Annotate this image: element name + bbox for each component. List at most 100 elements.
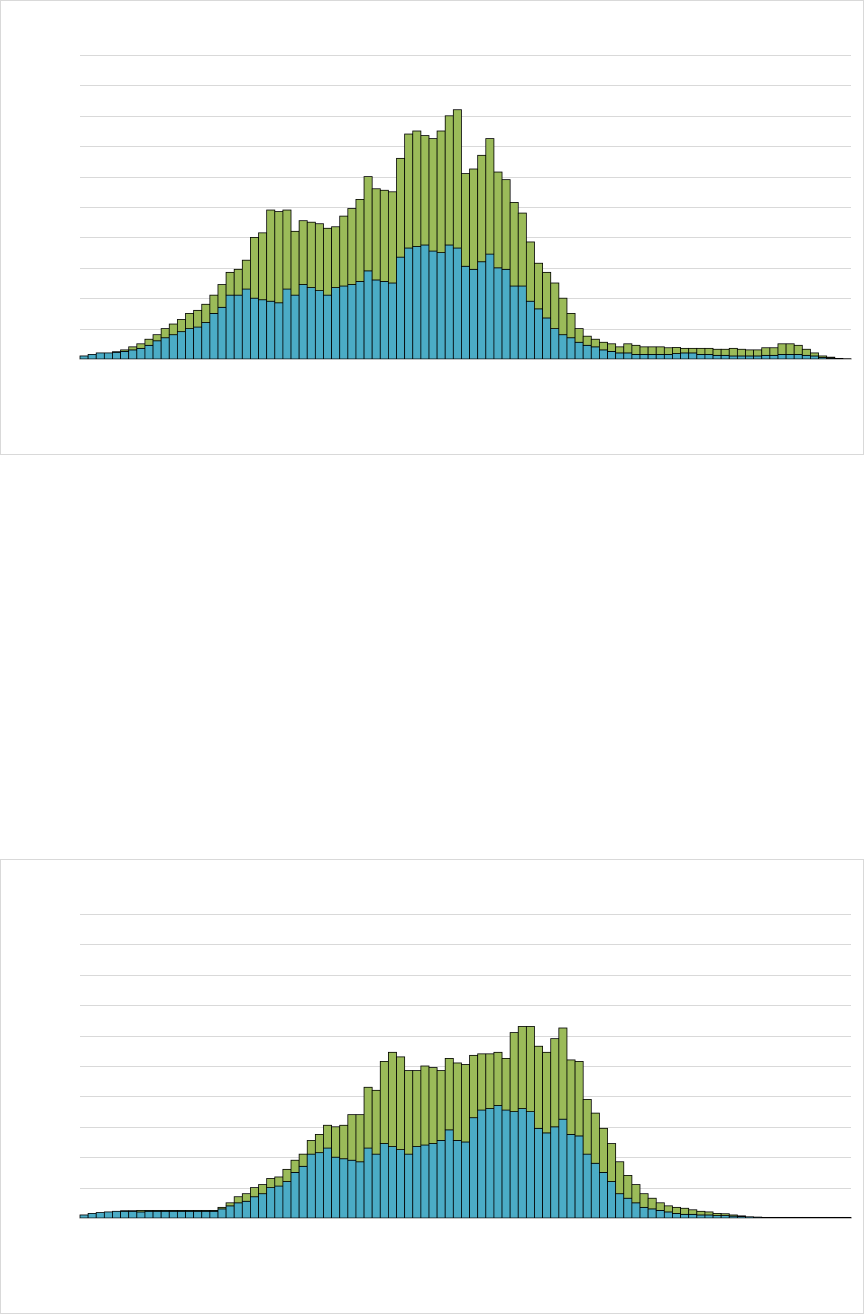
bar-base-segment <box>315 291 323 359</box>
bar-base-segment <box>656 354 664 359</box>
bar-top-segment <box>291 231 299 295</box>
bar-base-segment <box>559 335 567 359</box>
bar-top-segment <box>129 347 137 350</box>
bar-base-segment <box>591 1163 599 1218</box>
bar-top-segment <box>226 272 234 295</box>
bar-base-segment <box>461 266 469 359</box>
bars <box>80 1026 851 1218</box>
bar-top-segment <box>632 345 640 354</box>
bar-base-segment <box>388 283 396 359</box>
bar-base-segment <box>250 298 258 359</box>
bar-base-segment <box>534 1128 542 1218</box>
bar-base-segment <box>599 1172 607 1218</box>
bar-base-segment <box>88 354 96 359</box>
bar-base-segment <box>608 1182 616 1218</box>
bar-base-segment <box>534 309 542 359</box>
bar-top-segment <box>186 313 194 328</box>
bar-base-segment <box>96 1213 104 1218</box>
bar-top-segment <box>819 356 827 358</box>
bar-base-segment <box>616 353 624 359</box>
bar-top-segment <box>624 1175 632 1198</box>
bar-top-segment <box>364 1087 372 1148</box>
bar-base-segment <box>802 355 810 359</box>
bar-base-segment <box>413 247 421 359</box>
bar-base-segment <box>315 1153 323 1218</box>
bar-top-segment <box>437 1071 445 1141</box>
bar-base-segment <box>104 1212 112 1218</box>
bar-base-segment <box>786 1217 794 1218</box>
bar-base-segment <box>461 1142 469 1218</box>
bar-base-segment <box>689 1214 697 1218</box>
bar-top-segment <box>697 348 705 354</box>
bar-top-segment <box>608 1144 616 1182</box>
bar-top-segment <box>664 1206 672 1212</box>
bar-top-segment <box>664 348 672 355</box>
bar-top-segment <box>551 1039 559 1127</box>
bar-top-segment <box>121 350 129 352</box>
bar-top-segment <box>267 210 275 301</box>
bar-base-segment <box>340 1159 348 1218</box>
bar-base-segment <box>161 1211 169 1218</box>
bar-base-segment <box>478 262 486 359</box>
bar-base-segment <box>583 1154 591 1218</box>
bar-base-segment <box>510 1112 518 1218</box>
bar-base-segment <box>291 1172 299 1218</box>
bar-top-segment <box>259 233 267 300</box>
bar-base-segment <box>372 1154 380 1218</box>
bar-base-segment <box>518 286 526 359</box>
bar-base-segment <box>567 1134 575 1218</box>
bar-top-segment <box>315 1134 323 1152</box>
bar-top-segment <box>405 134 413 248</box>
bar-top-segment <box>275 212 283 303</box>
bar-base-segment <box>778 354 786 359</box>
bar-top-segment <box>413 131 421 247</box>
bar-base-segment <box>242 289 250 359</box>
bar-top-segment <box>275 1177 283 1186</box>
bar-base-segment <box>640 1207 648 1218</box>
bar-base-segment <box>632 354 640 359</box>
bar-base-segment <box>388 1147 396 1218</box>
bar-top-segment <box>405 1071 413 1155</box>
bar-top-segment <box>242 1194 250 1202</box>
bar-base-segment <box>307 288 315 359</box>
bar-base-segment <box>526 301 534 359</box>
bar-base-segment <box>810 1217 818 1218</box>
bar-top-segment <box>372 1090 380 1154</box>
bar-base-segment <box>332 288 340 359</box>
bar-top-segment <box>397 158 405 257</box>
bar-top-segment <box>567 1060 575 1134</box>
bar-top-segment <box>575 329 583 343</box>
bar-base-segment <box>745 356 753 359</box>
bar-top-segment <box>770 348 778 356</box>
bar-base-segment <box>234 295 242 359</box>
bar-top-segment <box>640 347 648 355</box>
bar-top-segment <box>315 224 323 291</box>
bar-base-segment <box>681 1214 689 1218</box>
bar-top-segment <box>453 110 461 248</box>
bar-base-segment <box>575 1136 583 1218</box>
bar-base-segment <box>486 1109 494 1218</box>
bar-top-segment <box>429 1068 437 1144</box>
bar-top-segment <box>348 1115 356 1161</box>
bar-top-segment <box>364 177 372 271</box>
bar-top-segment <box>591 339 599 347</box>
bar-top-segment <box>307 1140 315 1154</box>
bar-base-segment <box>267 301 275 359</box>
bar-base-segment <box>96 353 104 359</box>
bar-top-segment <box>608 344 616 352</box>
bar-base-segment <box>827 1217 835 1218</box>
bar-base-segment <box>161 338 169 359</box>
bar-base-segment <box>470 1118 478 1218</box>
bar-base-segment <box>348 1160 356 1218</box>
bar-base-segment <box>721 355 729 359</box>
bar-top-segment <box>681 1208 689 1214</box>
bar-base-segment <box>210 1211 218 1218</box>
bar-base-segment <box>323 1148 331 1218</box>
bar-base-segment <box>129 1211 137 1218</box>
bar-base-segment <box>705 354 713 359</box>
bar-top-segment <box>380 1061 388 1143</box>
bar-base-segment <box>632 1203 640 1218</box>
bar-base-segment <box>299 285 307 359</box>
bar-top-segment <box>323 228 331 295</box>
bar-top-segment <box>745 350 753 356</box>
